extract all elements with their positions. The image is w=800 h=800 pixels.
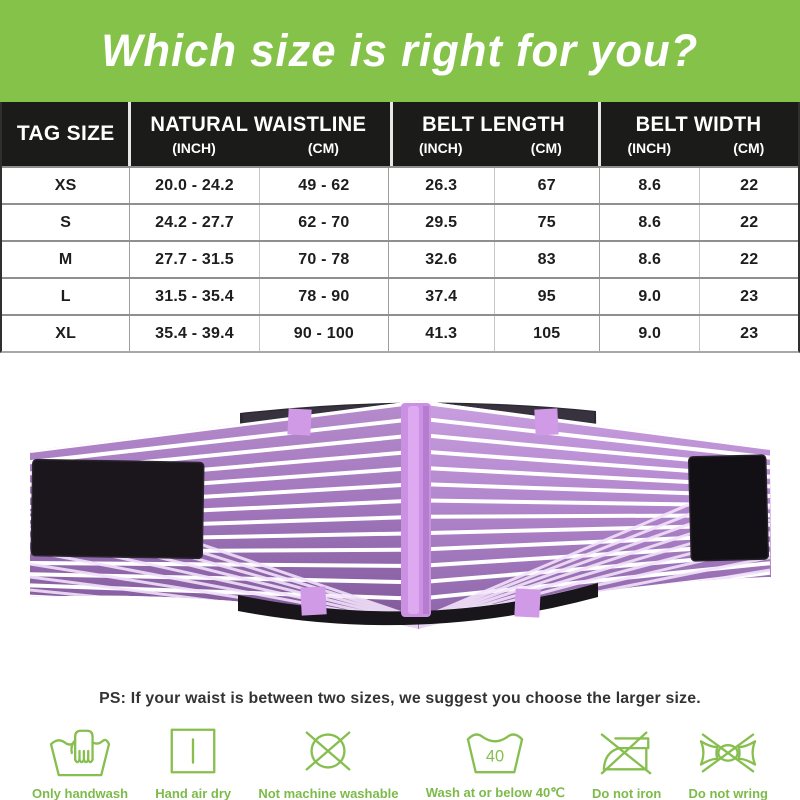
- cell-waist-cm: 90 - 100: [258, 316, 388, 351]
- cell-tag-size: XL: [55, 324, 77, 342]
- cell-width-cm: 23: [699, 316, 798, 351]
- care-label: Hand air dry: [155, 786, 232, 800]
- cell-waist-cm: 70 - 78: [258, 242, 388, 277]
- header-belt-width: BELT WIDTH: [635, 113, 762, 136]
- care-label: Wash at or below 40℃: [425, 785, 565, 800]
- header-banner: Which size is right for you?: [0, 0, 800, 102]
- cell-waist-cm: 78 - 90: [258, 279, 388, 314]
- handwash-icon: [49, 729, 111, 777]
- unit-label-inch: (INCH): [627, 140, 672, 156]
- care-item-handwash: Only handwash: [32, 723, 128, 800]
- air-dry-icon: [170, 728, 216, 774]
- care-item-no-machine-wash: Not machine washable: [258, 723, 399, 800]
- cell-width-cm: 22: [699, 205, 798, 240]
- wash-below-40-icon: 40: [467, 733, 524, 774]
- no-iron-icon: [600, 731, 651, 775]
- header-belt-length: BELT LENGTH: [422, 113, 565, 136]
- cell-width-inch: 8.6: [599, 205, 699, 240]
- table-row: S 24.2 - 27.7 62 - 70 29.5 75 8.6 22: [2, 203, 798, 240]
- cell-width-inch: 8.6: [599, 168, 699, 203]
- no-wring-icon: [700, 733, 757, 773]
- table-row: L 31.5 - 35.4 78 - 90 37.4 95 9.0 23: [2, 277, 798, 314]
- cell-waist-cm: 62 - 70: [258, 205, 388, 240]
- belt-right-velcro-patch: [688, 454, 769, 562]
- belt-tab: [534, 408, 559, 436]
- cell-width-inch: 8.6: [599, 242, 699, 277]
- care-item-air-dry: Hand air dry: [155, 723, 231, 800]
- page-title: Which size is right for you?: [101, 25, 699, 76]
- cell-length-cm: 95: [493, 279, 599, 314]
- unit-label-cm: (CM): [307, 140, 339, 156]
- cell-waist-inch: 24.2 - 27.7: [129, 205, 258, 240]
- size-note: PS: If your waist is between two sizes, …: [99, 690, 701, 707]
- table-row: XL 35.4 - 39.4 90 - 100 41.3 105 9.0 23: [2, 314, 798, 351]
- cell-length-inch: 32.6: [388, 242, 493, 277]
- cell-length-cm: 83: [493, 242, 599, 277]
- cell-waist-inch: 20.0 - 24.2: [129, 168, 258, 203]
- header-tag-size: TAG SIZE: [16, 122, 115, 145]
- wash-temperature-label: 40: [486, 748, 504, 766]
- cell-length-inch: 41.3: [388, 316, 493, 351]
- cell-tag-size: XS: [54, 176, 77, 194]
- header-natural-waistline: NATURAL WAISTLINE: [150, 113, 367, 136]
- cell-length-cm: 67: [493, 168, 599, 203]
- cell-length-cm: 105: [493, 316, 599, 351]
- table-row: M 27.7 - 31.5 70 - 78 32.6 83 8.6 22: [2, 240, 798, 277]
- care-label: Not machine washable: [258, 786, 399, 800]
- cell-length-inch: 37.4: [388, 279, 493, 314]
- care-item-no-iron: Do not iron: [592, 723, 661, 800]
- cell-length-cm: 75: [493, 205, 599, 240]
- unit-label-cm: (CM): [530, 140, 562, 156]
- cell-width-cm: 23: [699, 279, 798, 314]
- cell-waist-inch: 31.5 - 35.4: [129, 279, 258, 314]
- header-divider: [598, 102, 601, 166]
- unit-label-inch: (INCH): [172, 140, 216, 156]
- lumbar-belt-illustration: [30, 400, 771, 629]
- care-item-no-wring: Do not wring: [689, 723, 768, 800]
- care-label: Do not iron: [592, 786, 662, 800]
- cell-waist-inch: 27.7 - 31.5: [129, 242, 258, 277]
- belt-tab: [300, 586, 327, 616]
- cell-width-cm: 22: [699, 168, 798, 203]
- cell-length-inch: 29.5: [388, 205, 493, 240]
- cell-tag-size: L: [60, 287, 71, 305]
- cell-waist-cm: 49 - 62: [258, 168, 388, 203]
- care-instructions: Only handwash Hand air dry Not machine w…: [0, 722, 800, 800]
- care-item-wash-below-40: 40 Wash at or below 40℃: [426, 722, 565, 800]
- size-table-header: TAG SIZE NATURAL WAISTLINE BELT LENGTH B…: [2, 102, 798, 166]
- header-divider: [390, 102, 393, 166]
- care-label: Only handwash: [32, 786, 129, 800]
- cell-width-inch: 9.0: [599, 279, 699, 314]
- table-row: XS 20.0 - 24.2 49 - 62 26.3 67 8.6 22: [2, 166, 798, 203]
- unit-label-inch: (INCH): [419, 140, 463, 156]
- belt-tab: [514, 588, 541, 618]
- cell-width-inch: 9.0: [599, 316, 699, 351]
- cell-waist-inch: 35.4 - 39.4: [129, 316, 258, 351]
- cell-tag-size: M: [58, 250, 73, 268]
- cell-width-cm: 22: [699, 242, 798, 277]
- belt-tab: [287, 408, 312, 436]
- header-divider: [128, 102, 131, 166]
- size-table: TAG SIZE NATURAL WAISTLINE BELT LENGTH B…: [0, 102, 800, 353]
- cell-length-inch: 26.3: [388, 168, 493, 203]
- no-machine-wash-icon: [306, 731, 351, 771]
- product-image: [0, 385, 800, 652]
- belt-bottom-hem: [238, 583, 598, 626]
- belt-left-velcro-patch: [30, 458, 205, 560]
- care-label: Do not wring: [688, 786, 768, 800]
- unit-label-cm: (CM): [733, 140, 765, 156]
- cell-tag-size: S: [60, 213, 72, 231]
